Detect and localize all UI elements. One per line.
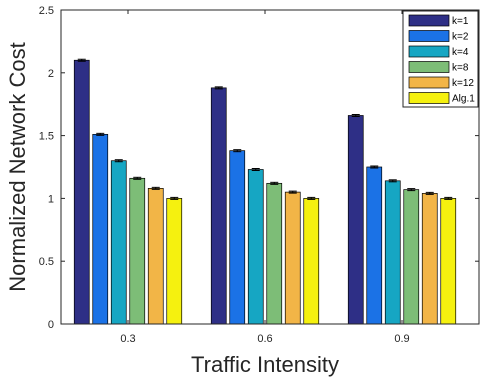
legend: k=1 k=2 k=4 k=8 k=12 Alg.1 (402, 10, 479, 108)
error-bar (151, 186, 160, 190)
y-axis-title: Normalized Network Cost (5, 42, 30, 291)
bar-k-1-0.9 (347, 115, 364, 325)
bar-alg-1-0.6 (303, 198, 320, 325)
error-bar (370, 165, 379, 169)
error-bar (425, 191, 434, 195)
error-bar (133, 176, 142, 180)
error-bar (388, 179, 397, 183)
error-bar (270, 181, 279, 185)
error-bar (251, 168, 260, 172)
bar-k-12-0.9 (421, 193, 438, 325)
bar-k-12-0.6 (284, 191, 301, 325)
bar-k-2-0.6 (229, 150, 246, 325)
bar-k-2-0.9 (366, 166, 383, 325)
legend-label: Alg.1 (452, 94, 475, 105)
bar-k-1-0.6 (210, 87, 227, 325)
error-bar (288, 190, 297, 194)
bar-k-2-0.3 (92, 133, 109, 325)
ticks-group: 0 0.5 1 1.5 2 2.5 0.3 0.6 0.9 (39, 5, 479, 345)
x-tick-label: 0.6 (257, 333, 272, 345)
legend-label: k=2 (452, 32, 469, 43)
error-bar (233, 149, 242, 153)
bar-k-8-0.6 (266, 182, 283, 325)
legend-swatch (408, 92, 450, 104)
error-bar (444, 196, 453, 200)
bars-group (73, 58, 457, 325)
bar-k-1-0.3 (73, 59, 90, 325)
legend-box (402, 10, 479, 108)
bar-alg-1-0.3 (166, 198, 183, 325)
legend-label: k=1 (452, 16, 469, 27)
bar-k-4-0.9 (384, 180, 401, 325)
bar-k-4-0.3 (110, 160, 127, 325)
bar-alg-1-0.9 (440, 198, 457, 325)
error-bar (114, 159, 123, 163)
y-tick-label: 1 (48, 193, 54, 205)
error-bar (407, 188, 416, 192)
legend-swatch (408, 45, 450, 58)
error-bar (214, 86, 223, 90)
y-tick-label: 1.5 (39, 131, 54, 143)
legend-label: k=8 (452, 63, 469, 74)
error-bar (77, 58, 86, 62)
y-tick-label: 0 (48, 319, 54, 331)
legend-swatch (408, 14, 450, 27)
error-bar (96, 132, 105, 136)
x-tick-label: 0.3 (120, 333, 135, 345)
x-axis-title: Traffic Intensity (191, 352, 339, 377)
error-bar (307, 196, 316, 200)
legend-label: k=12 (452, 78, 474, 89)
legend-label: k=4 (452, 47, 469, 58)
axes-box (60, 9, 480, 325)
legend-swatch (408, 30, 450, 42)
legend-swatch (408, 61, 450, 73)
error-bar (351, 114, 360, 118)
legend-swatch (408, 76, 450, 89)
y-tick-label: 0.5 (39, 256, 54, 268)
bar-k-4-0.6 (247, 169, 264, 325)
bar-k-12-0.3 (147, 188, 164, 325)
x-tick-label: 0.9 (394, 333, 409, 345)
y-tick-label: 2.5 (39, 5, 54, 17)
bar-k-8-0.9 (403, 189, 420, 325)
y-tick-label: 2 (48, 68, 54, 80)
axes-group (60, 9, 480, 325)
bar-k-8-0.3 (129, 177, 146, 325)
error-bar (170, 196, 179, 200)
